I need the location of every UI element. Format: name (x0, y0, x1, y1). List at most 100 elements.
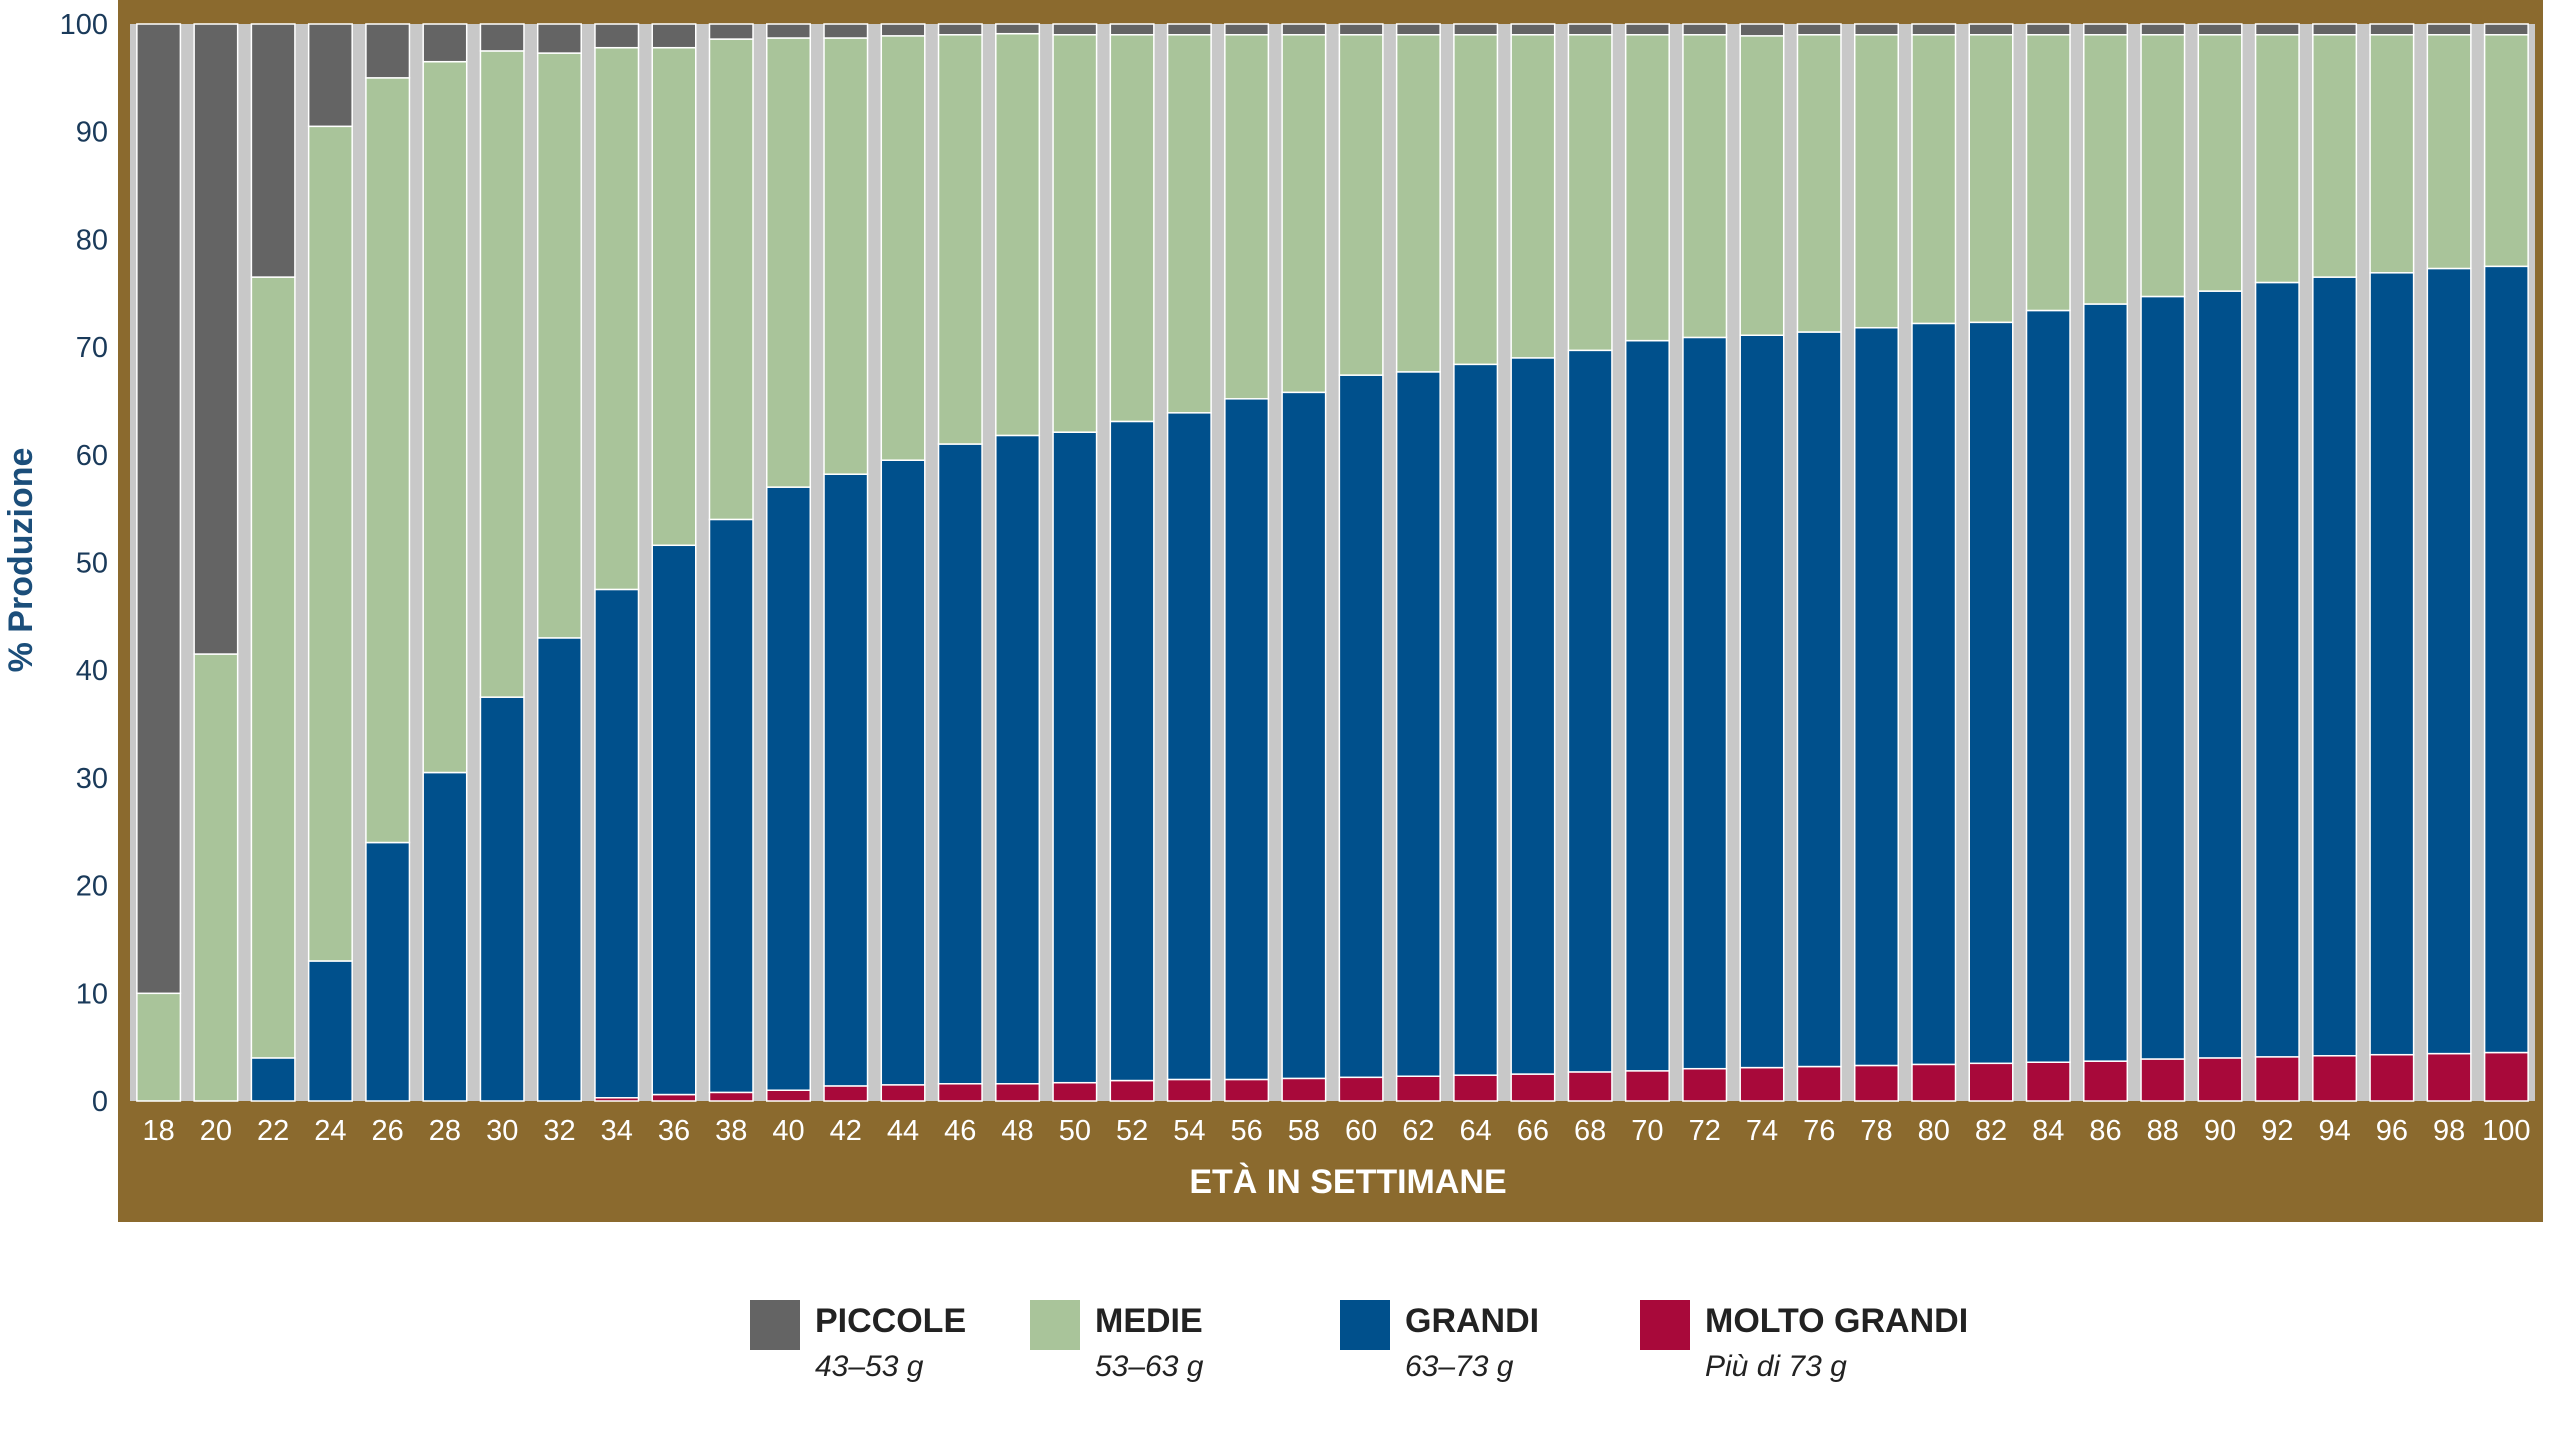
bar-segment (1624, 34, 1670, 342)
bar-segment (1224, 1078, 1270, 1102)
bar-segment (2083, 23, 2129, 36)
y-tick-label: 20 (76, 871, 108, 903)
bar-segment (995, 1083, 1041, 1102)
x-tick-label: 20 (200, 1115, 232, 1147)
bar-segment (1853, 326, 1899, 1067)
bar-segment (1109, 1079, 1155, 1102)
bar-segment (995, 434, 1041, 1085)
bar-segment (2197, 34, 2243, 292)
y-tick-label: 70 (76, 332, 108, 364)
bar-segment (1281, 34, 1327, 394)
bar-segment (1510, 1073, 1556, 1102)
bars-group (136, 23, 2529, 1102)
x-tick-label: 50 (1059, 1115, 1091, 1147)
x-tick-label: 54 (1173, 1115, 1205, 1147)
bar-segment (307, 960, 353, 1102)
bar-segment (2312, 34, 2358, 278)
bar-segment (1052, 1081, 1098, 1102)
bar-segment (1395, 1075, 1441, 1102)
x-tick-label: 86 (2089, 1115, 2121, 1147)
x-tick-label: 36 (658, 1115, 690, 1147)
bar-segment (823, 23, 869, 39)
bar-segment (1682, 23, 1728, 36)
bar-segment (1739, 35, 1785, 337)
bar-segment (1109, 34, 1155, 423)
bar-segment (1796, 1065, 1842, 1102)
bar-segment (995, 23, 1041, 35)
bar-segment (823, 37, 869, 475)
bar-segment (651, 544, 697, 1096)
bar-segment (1166, 1078, 1212, 1102)
bar-segment (136, 23, 182, 995)
bar-segment (1395, 371, 1441, 1077)
x-tick-label: 44 (887, 1115, 919, 1147)
bar-segment (1853, 1064, 1899, 1102)
bar-segment (1453, 1074, 1499, 1102)
plot-area (130, 24, 2535, 1101)
bar-segment (2197, 23, 2243, 36)
y-tick-label: 100 (60, 9, 108, 41)
bar-segment (2483, 1051, 2529, 1102)
bar-segment (536, 23, 582, 54)
bar-segment (937, 23, 983, 36)
bar-segment (1968, 321, 2014, 1065)
bar-segment (1166, 34, 1212, 414)
y-tick-label: 0 (92, 1086, 108, 1118)
bar-segment (422, 23, 468, 63)
bar-segment (2254, 34, 2300, 284)
x-tick-label: 30 (486, 1115, 518, 1147)
bar-segment (1224, 398, 1270, 1081)
bar-segment (365, 23, 411, 79)
bar-segment (766, 1089, 812, 1102)
bar-segment (2483, 34, 2529, 268)
bar-segment (2197, 1057, 2243, 1102)
bar-segment (422, 771, 468, 1102)
x-tick-label: 76 (1803, 1115, 1835, 1147)
bar-segment (2369, 272, 2415, 1056)
bar-segment (1224, 34, 1270, 400)
bar-segment (1682, 1067, 1728, 1102)
bar-segment (1338, 374, 1384, 1079)
bar-segment (823, 1085, 869, 1102)
y-axis-label: % Produzione (2, 448, 40, 673)
bar-segment (250, 1057, 296, 1102)
y-tick-label: 10 (76, 978, 108, 1010)
y-tick-label: 90 (76, 117, 108, 149)
bar-segment (2140, 34, 2186, 298)
x-tick-label: 92 (2261, 1115, 2293, 1147)
bar-segment (1911, 23, 1957, 36)
bar-segment (708, 1091, 754, 1102)
x-tick-label: 48 (1001, 1115, 1033, 1147)
bar-segment (1510, 23, 1556, 36)
bar-segment (2083, 303, 2129, 1062)
x-tick-label: 46 (944, 1115, 976, 1147)
bar-segment (2483, 265, 2529, 1054)
bar-segment (1853, 23, 1899, 36)
bar-segment (1453, 34, 1499, 366)
x-tick-label: 72 (1689, 1115, 1721, 1147)
bar-segment (193, 653, 239, 1102)
y-tick-labels: 0 10 20 30 40 50 60 70 80 90 100 (60, 9, 108, 1118)
bar-segment (2369, 34, 2415, 274)
x-tick-label: 32 (543, 1115, 575, 1147)
bar-segment (1968, 34, 2014, 324)
x-tick-label: 34 (601, 1115, 633, 1147)
bar-segment (708, 518, 754, 1094)
bar-segment (937, 443, 983, 1085)
bar-segment (2083, 34, 2129, 305)
y-tick-label: 50 (76, 548, 108, 580)
bar-segment (2197, 290, 2243, 1059)
bar-segment (1567, 1071, 1613, 1102)
bar-segment (2312, 276, 2358, 1057)
bar-segment (2254, 281, 2300, 1058)
x-tick-label: 42 (830, 1115, 862, 1147)
bar-segment (1109, 420, 1155, 1082)
bar-segment (136, 992, 182, 1102)
x-tick-label: 66 (1517, 1115, 1549, 1147)
bar-segment (479, 23, 525, 52)
x-tick-label: 70 (1631, 1115, 1663, 1147)
bar-segment (1796, 23, 1842, 36)
bar-segment (1052, 34, 1098, 433)
bar-segment (2140, 23, 2186, 36)
